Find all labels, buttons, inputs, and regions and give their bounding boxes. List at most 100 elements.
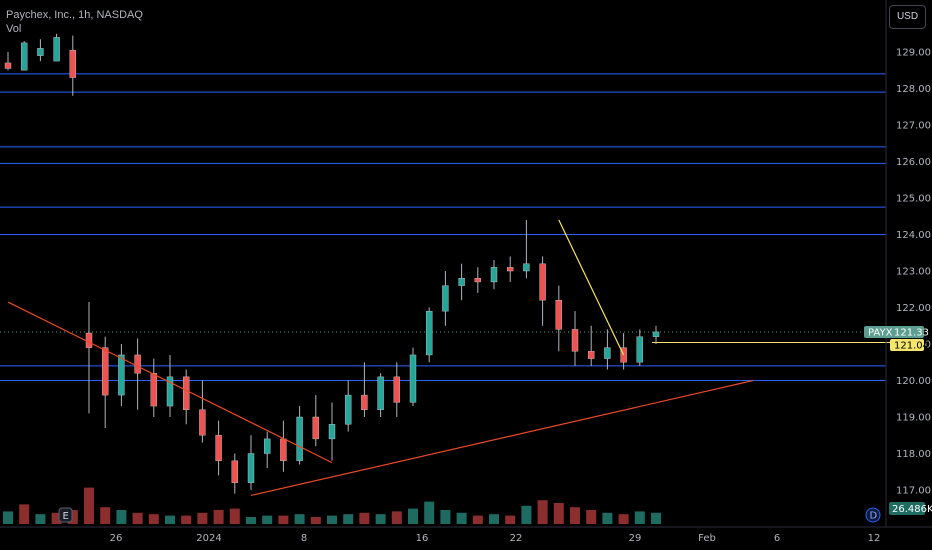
volume-bar-39 bbox=[634, 511, 645, 524]
volume-bar-31 bbox=[505, 515, 516, 524]
volume-bar-17 bbox=[278, 515, 289, 524]
volume-bar-3 bbox=[51, 512, 62, 524]
volume-bar-12 bbox=[197, 512, 208, 524]
candle-body-18 bbox=[296, 416, 303, 461]
time-axis[interactable]: 26 2024 8 16 22 29 Feb 6 12 bbox=[110, 533, 881, 544]
chart-legend: Paychex, Inc., 1h, NASDAQ Vol bbox=[6, 8, 143, 36]
volume-bar-18 bbox=[294, 514, 305, 524]
candle-body-13 bbox=[215, 435, 222, 461]
level-price-value: 121.04 bbox=[894, 341, 929, 352]
candle-body-29 bbox=[474, 278, 481, 283]
x-tick-label-7: 6 bbox=[774, 533, 780, 544]
candle-body-1 bbox=[21, 42, 28, 71]
volume-bar-23 bbox=[375, 514, 386, 524]
volume-bar-5 bbox=[84, 487, 94, 524]
x-tick-label-3: 16 bbox=[416, 533, 429, 544]
dividend-marker-label: D bbox=[870, 511, 878, 522]
volume-bar-33 bbox=[537, 500, 548, 524]
candle-body-3 bbox=[53, 37, 60, 62]
volume-bar-35 bbox=[570, 507, 580, 524]
volume-bar-37 bbox=[602, 512, 613, 524]
volume-tag: 26.486K bbox=[889, 502, 932, 515]
volume-bar-4 bbox=[67, 510, 78, 524]
dividend-marker[interactable]: D bbox=[865, 507, 881, 523]
x-tick-label-2: 8 bbox=[301, 533, 307, 544]
volume-bar-26 bbox=[424, 501, 435, 524]
volume-bar-1 bbox=[19, 504, 30, 524]
candle-body-35 bbox=[571, 329, 579, 352]
candle-body-32 bbox=[523, 263, 530, 272]
candle-body-26 bbox=[426, 310, 433, 356]
volume-bar-28 bbox=[456, 512, 467, 524]
candle-body-15 bbox=[247, 453, 255, 483]
candle-body-31 bbox=[507, 267, 514, 272]
candle-body-33 bbox=[539, 263, 546, 301]
volume-bar-8 bbox=[132, 512, 143, 524]
y-tick-label-12: 129.00 bbox=[896, 48, 931, 59]
volume-bar-32 bbox=[521, 505, 532, 524]
candle-body-20 bbox=[328, 424, 336, 440]
volume-bar-22 bbox=[359, 512, 370, 524]
last-price-ticker: PAYX bbox=[868, 328, 893, 339]
volume-bar-14 bbox=[229, 508, 240, 524]
candle-body-27 bbox=[442, 285, 449, 312]
candle-body-23 bbox=[377, 376, 384, 410]
volume-bar-0 bbox=[3, 511, 13, 524]
trendline-1 bbox=[250, 379, 754, 497]
candle-body-34 bbox=[555, 300, 562, 330]
y-tick-label-2: 119.00 bbox=[896, 413, 931, 424]
candles bbox=[4, 33, 660, 494]
volume-bar-25 bbox=[408, 508, 418, 524]
candle-body-2 bbox=[37, 48, 44, 56]
y-tick-label-0: 117.00 bbox=[896, 486, 931, 497]
symbol-title: Paychex, Inc., 1h, NASDAQ bbox=[6, 9, 143, 21]
volume-bars bbox=[3, 487, 661, 524]
volume-bar-7 bbox=[116, 510, 127, 524]
earnings-marker-label: E bbox=[63, 511, 69, 522]
y-tick-label-11: 128.00 bbox=[896, 84, 931, 95]
last-price-tag: PAYX 121.33 bbox=[864, 326, 929, 339]
volume-bar-11 bbox=[181, 515, 192, 524]
y-tick-label-5: 122.00 bbox=[896, 303, 931, 314]
volume-bar-36 bbox=[586, 510, 597, 524]
y-tick-label-1: 118.00 bbox=[896, 449, 931, 460]
candle-body-0 bbox=[4, 62, 12, 69]
x-tick-label-8: 12 bbox=[868, 533, 881, 544]
candle-body-39 bbox=[636, 336, 643, 363]
candle-body-8 bbox=[134, 354, 141, 374]
candle-body-25 bbox=[409, 354, 417, 403]
level-price-tag: 121.04 bbox=[890, 339, 929, 352]
candle-body-12 bbox=[199, 409, 206, 436]
volume-value: 26.486K bbox=[892, 504, 932, 515]
earnings-marker[interactable]: E bbox=[58, 507, 73, 523]
last-price-value: 121.33 bbox=[894, 328, 929, 339]
volume-bar-9 bbox=[148, 514, 159, 524]
candle-body-17 bbox=[280, 438, 287, 461]
candle-body-11 bbox=[182, 376, 190, 410]
volume-bar-6 bbox=[100, 507, 111, 524]
y-tick-label-7: 124.00 bbox=[896, 230, 931, 241]
trendlines bbox=[7, 219, 754, 497]
candle-body-36 bbox=[588, 351, 595, 359]
candle-body-30 bbox=[490, 267, 498, 283]
candle-body-10 bbox=[166, 376, 174, 407]
trendline-2 bbox=[558, 219, 625, 356]
candle-body-5 bbox=[85, 332, 93, 348]
volume-bar-24 bbox=[391, 511, 402, 524]
candle-body-19 bbox=[312, 416, 319, 440]
x-tick-label-5: 29 bbox=[629, 533, 642, 544]
volume-bar-34 bbox=[553, 503, 564, 524]
candle-body-24 bbox=[393, 376, 400, 403]
x-tick-label-6: Feb bbox=[698, 533, 716, 544]
volume-bar-27 bbox=[440, 510, 451, 524]
volume-bar-38 bbox=[618, 514, 629, 524]
currency-button[interactable]: USD bbox=[889, 5, 926, 29]
volume-bar-16 bbox=[262, 515, 273, 524]
y-tick-label-10: 127.00 bbox=[896, 121, 931, 132]
x-tick-label-1: 2024 bbox=[196, 533, 221, 544]
volume-bar-40 bbox=[651, 512, 661, 524]
candle-body-16 bbox=[264, 438, 271, 454]
volume-bar-13 bbox=[213, 510, 224, 524]
